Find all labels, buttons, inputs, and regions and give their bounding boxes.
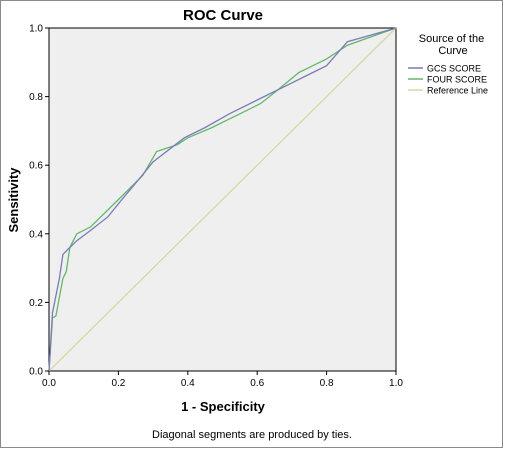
y-tick-label: 0.0	[29, 367, 43, 378]
x-tick-label: 0.6	[250, 378, 264, 389]
x-tick-label: 0.8	[320, 378, 334, 389]
y-tick-label: 0.2	[29, 298, 43, 309]
y-tick-label: 0.6	[29, 161, 43, 172]
series-layer	[48, 27, 397, 372]
legend-label: FOUR SCORE	[427, 75, 487, 85]
y-axis-title: Sensitivity	[6, 167, 21, 233]
legend-title: Source of the Curve	[419, 33, 488, 57]
legend-title-line-2: Curve	[438, 45, 467, 57]
x-tick-label: 0.0	[42, 378, 56, 389]
chart-title: ROC Curve	[183, 7, 263, 24]
footnote: Diagonal segments are produced by ties.	[152, 429, 352, 441]
legend-label: Reference Line	[427, 86, 488, 96]
x-tick-label: 1.0	[389, 378, 403, 389]
legend-title-line-1: Source of the	[419, 33, 484, 45]
series-line-reference-line	[48, 27, 397, 372]
x-axis-title: 1 - Specificity	[181, 399, 266, 414]
y-tick-label: 0.8	[29, 92, 43, 103]
series-line-four-score	[48, 27, 397, 372]
x-tick-label: 0.4	[181, 378, 195, 389]
series-line-gcs-score	[48, 27, 397, 372]
x-tick-label: 0.2	[111, 378, 125, 389]
y-tick-label: 0.4	[29, 229, 43, 240]
y-tick-label: 1.0	[29, 24, 43, 35]
axis-layer: 0.0 0.2 0.4 0.6 0.8 1.0 0.0 0.2 0.4 0.6 0.8 1.0	[29, 24, 403, 390]
legend-label: GCS SCORE	[427, 64, 481, 74]
